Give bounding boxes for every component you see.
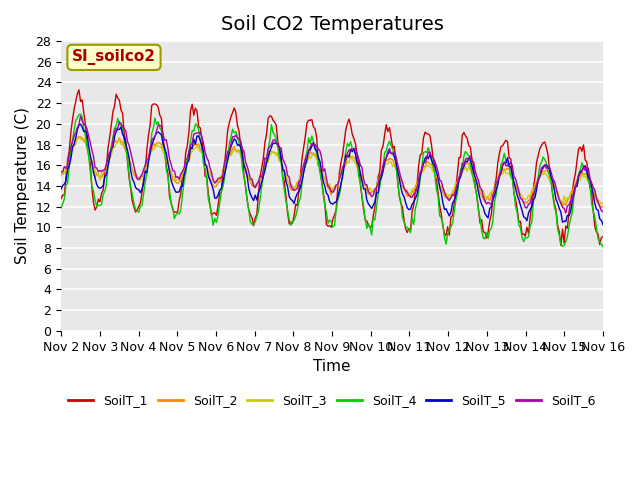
- SoilT_6: [64, 162, 72, 168]
- SoilT_3: [502, 170, 509, 176]
- SoilT_2: [509, 176, 516, 181]
- SoilT_3: [58, 173, 65, 179]
- SoilT_1: [363, 218, 371, 224]
- SoilT_1: [502, 137, 509, 143]
- Line: SoilT_2: SoilT_2: [61, 137, 603, 207]
- SoilT_5: [363, 197, 371, 203]
- SoilT_5: [599, 221, 607, 227]
- SoilT_2: [502, 167, 509, 173]
- SoilT_4: [77, 111, 84, 117]
- SoilT_4: [599, 244, 607, 250]
- Y-axis label: Soil Temperature (C): Soil Temperature (C): [15, 108, 30, 264]
- X-axis label: Time: Time: [314, 359, 351, 374]
- SoilT_4: [58, 205, 65, 211]
- Text: SI_soilco2: SI_soilco2: [72, 49, 156, 65]
- SoilT_5: [179, 183, 186, 189]
- SoilT_3: [74, 134, 81, 140]
- SoilT_4: [221, 175, 228, 181]
- SoilT_3: [509, 176, 516, 182]
- SoilT_2: [64, 164, 72, 169]
- SoilT_5: [509, 172, 516, 178]
- SoilT_3: [559, 202, 566, 207]
- SoilT_1: [75, 87, 83, 93]
- SoilT_2: [599, 204, 607, 209]
- SoilT_6: [509, 163, 516, 169]
- SoilT_2: [75, 134, 83, 140]
- SoilT_6: [179, 169, 186, 175]
- SoilT_1: [509, 172, 516, 178]
- SoilT_6: [221, 159, 228, 165]
- SoilT_6: [58, 169, 65, 175]
- SoilT_3: [179, 171, 186, 177]
- SoilT_4: [179, 192, 186, 198]
- SoilT_4: [509, 176, 516, 182]
- SoilT_1: [179, 170, 186, 176]
- SoilT_4: [363, 226, 371, 231]
- SoilT_3: [221, 167, 228, 172]
- SoilT_4: [64, 180, 72, 186]
- SoilT_2: [363, 187, 371, 193]
- SoilT_2: [221, 164, 228, 169]
- SoilT_3: [599, 201, 607, 207]
- SoilT_2: [598, 204, 605, 210]
- SoilT_6: [363, 182, 371, 188]
- Line: SoilT_1: SoilT_1: [61, 90, 603, 246]
- SoilT_1: [58, 196, 65, 202]
- Line: SoilT_6: SoilT_6: [61, 116, 603, 213]
- SoilT_5: [502, 160, 509, 166]
- Line: SoilT_5: SoilT_5: [61, 124, 603, 224]
- SoilT_5: [77, 121, 84, 127]
- SoilT_4: [502, 158, 509, 164]
- SoilT_1: [557, 243, 564, 249]
- SoilT_2: [58, 171, 65, 177]
- SoilT_2: [179, 173, 186, 179]
- Line: SoilT_3: SoilT_3: [61, 137, 603, 204]
- SoilT_5: [221, 171, 228, 177]
- SoilT_6: [77, 113, 84, 119]
- SoilT_5: [58, 186, 65, 192]
- SoilT_6: [502, 163, 509, 168]
- SoilT_3: [363, 184, 371, 190]
- SoilT_1: [599, 234, 607, 240]
- SoilT_6: [562, 210, 570, 216]
- Legend: SoilT_1, SoilT_2, SoilT_3, SoilT_4, SoilT_5, SoilT_6: SoilT_1, SoilT_2, SoilT_3, SoilT_4, Soil…: [63, 389, 600, 412]
- SoilT_6: [599, 209, 607, 215]
- SoilT_1: [64, 157, 72, 163]
- Title: Soil CO2 Temperatures: Soil CO2 Temperatures: [221, 15, 444, 34]
- SoilT_5: [64, 167, 72, 172]
- Line: SoilT_4: SoilT_4: [61, 114, 603, 247]
- SoilT_1: [221, 163, 228, 168]
- SoilT_3: [64, 162, 72, 168]
